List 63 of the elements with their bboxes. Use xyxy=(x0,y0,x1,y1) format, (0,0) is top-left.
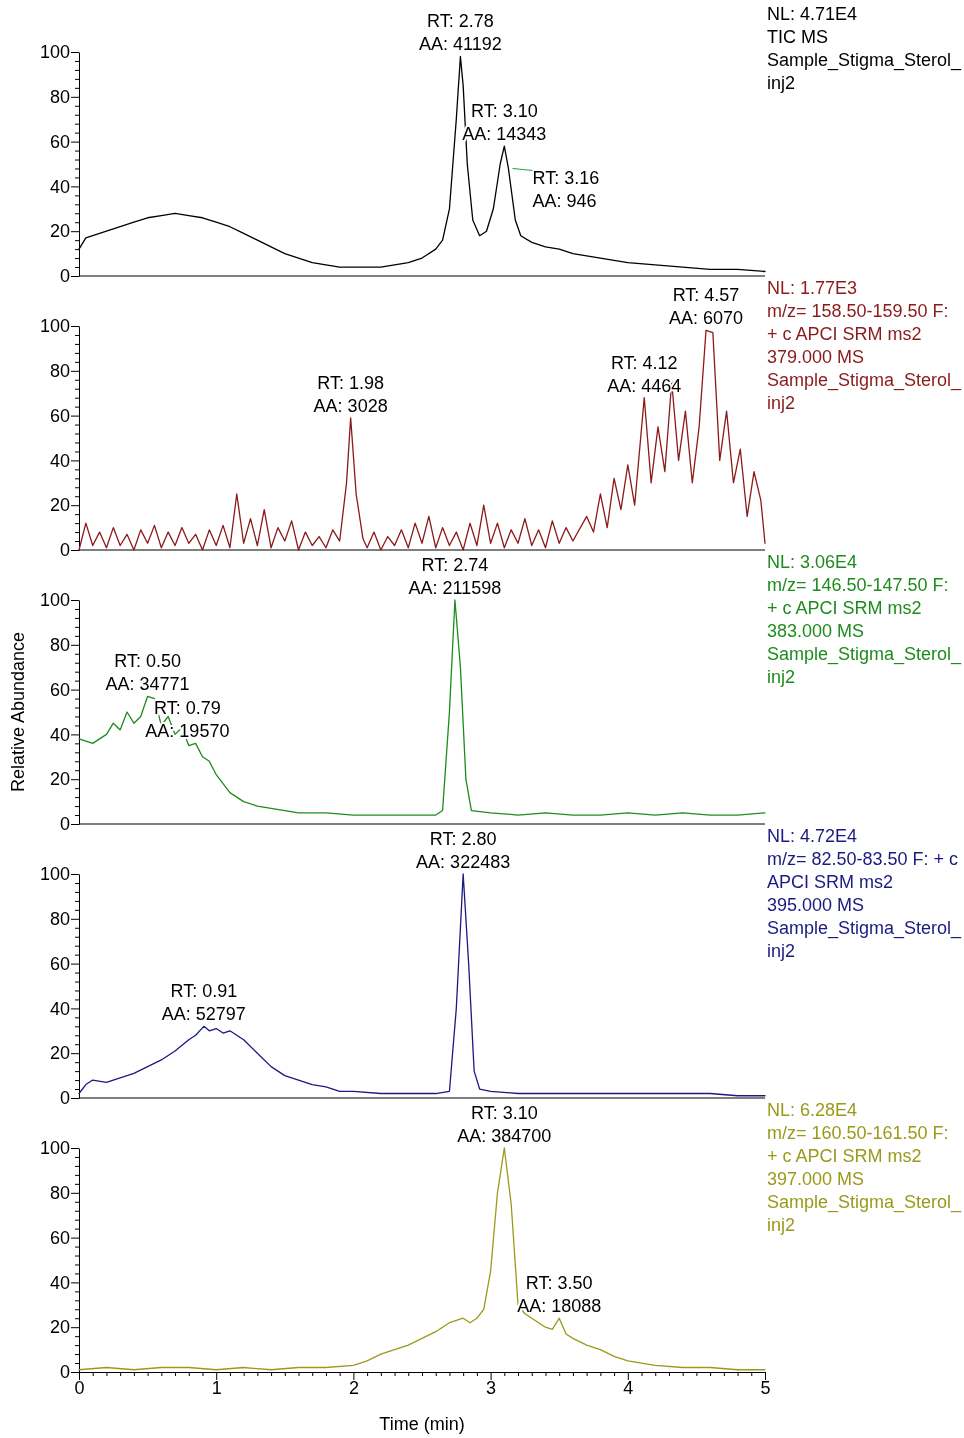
y-tick-label: 40 xyxy=(49,1272,70,1293)
y-tick-label: 0 xyxy=(59,1088,70,1109)
y-tick-label: 80 xyxy=(49,87,70,108)
y-tick-label: 40 xyxy=(49,176,70,197)
y-tick-label: 20 xyxy=(49,769,70,790)
y-tick-label: 100 xyxy=(39,316,70,337)
text: NL: 1.77E3 xyxy=(767,278,858,298)
text: NL: 3.06E4 xyxy=(767,552,858,572)
y-tick-label: 0 xyxy=(59,814,70,835)
text: m/z= 160.50-161.50 F: + c APCI SRM ms2 397.000 MS xyxy=(767,1123,949,1189)
text: Sample_Stigma_Sterol_inj2 xyxy=(767,370,963,413)
y-tick-label: 100 xyxy=(39,590,70,611)
annotation: RT: 2.78 AA: 41192 xyxy=(419,11,502,55)
y-tick-label: 20 xyxy=(49,221,70,242)
annotation: RT: 3.16 AA: 946 xyxy=(532,168,600,212)
annotation: RT: 2.80 AA: 322483 xyxy=(416,829,511,872)
y-tick-label: 0 xyxy=(59,266,70,287)
text: m/z= 82.50-83.50 F: + c APCI SRM ms2 395.000 MS xyxy=(767,849,959,915)
y-tick-label: 60 xyxy=(49,405,70,426)
x-tick-label: 2 xyxy=(348,1377,359,1398)
y-tick-label: 80 xyxy=(49,909,70,930)
text: m/z= 158.50-159.50 F: + c APCI SRM ms2 379.000 MS xyxy=(767,301,949,367)
y-tick-label: 100 xyxy=(39,42,70,63)
text: Sample_Stigma_Sterol_inj2 xyxy=(767,50,963,93)
y-tick-label: 0 xyxy=(59,540,70,561)
x-tick-label: 4 xyxy=(623,1377,634,1398)
y-tick-label: 60 xyxy=(49,679,70,700)
text: TIC MS xyxy=(767,27,828,47)
y-tick-label: 20 xyxy=(49,1043,70,1064)
annotation: RT: 0.50 AA: 34771 xyxy=(105,651,190,695)
annotation: RT: 0.91 AA: 52797 xyxy=(161,981,246,1025)
y-tick-label: 40 xyxy=(49,998,70,1019)
y-tick-label: 0 xyxy=(59,1362,70,1383)
y-axis-title: Relative Abundance xyxy=(8,631,28,793)
x-tick-label: 5 xyxy=(760,1377,771,1398)
y-tick-label: 20 xyxy=(49,1317,70,1338)
line-series xyxy=(78,599,766,816)
y-tick-label: 20 xyxy=(49,495,70,516)
text: NL: 4.71E4 xyxy=(767,4,858,24)
y-tick-label: 40 xyxy=(49,724,70,745)
y-tick-label: 80 xyxy=(49,1183,70,1204)
x-axis-title: Time (min) xyxy=(379,1414,465,1434)
y-tick-label: 100 xyxy=(39,1138,70,1159)
annotation: RT: 1.98 AA: 3028 xyxy=(313,372,388,416)
y-tick-label: 60 xyxy=(49,953,70,974)
y-tick-label: 80 xyxy=(49,635,70,656)
x-tick-label: 0 xyxy=(74,1377,85,1398)
x-tick-label: 3 xyxy=(486,1377,497,1398)
y-tick-label: 80 xyxy=(49,361,70,382)
y-tick-label: 60 xyxy=(49,131,70,152)
annotation: RT: 4.57 AA: 6070 xyxy=(668,285,744,329)
text: NL: 4.72E4 xyxy=(767,826,858,846)
annotation: RT: 2.74 AA: 211598 xyxy=(408,555,502,598)
text: Sample_Stigma_Sterol_inj2 xyxy=(767,1192,963,1235)
annotation: RT: 3.10 AA: 384700 xyxy=(457,1103,552,1146)
text: m/z= 146.50-147.50 F: + c APCI SRM ms2 383.000 MS xyxy=(767,575,949,641)
y-tick-label: 100 xyxy=(39,864,70,885)
y-tick-label: 40 xyxy=(49,450,70,471)
text: Sample_Stigma_Sterol_inj2 xyxy=(767,918,963,961)
text: Sample_Stigma_Sterol_inj2 xyxy=(767,644,963,687)
text: NL: 6.28E4 xyxy=(767,1100,858,1120)
x-tick-label: 1 xyxy=(211,1377,222,1398)
y-tick-label: 60 xyxy=(49,1227,70,1248)
